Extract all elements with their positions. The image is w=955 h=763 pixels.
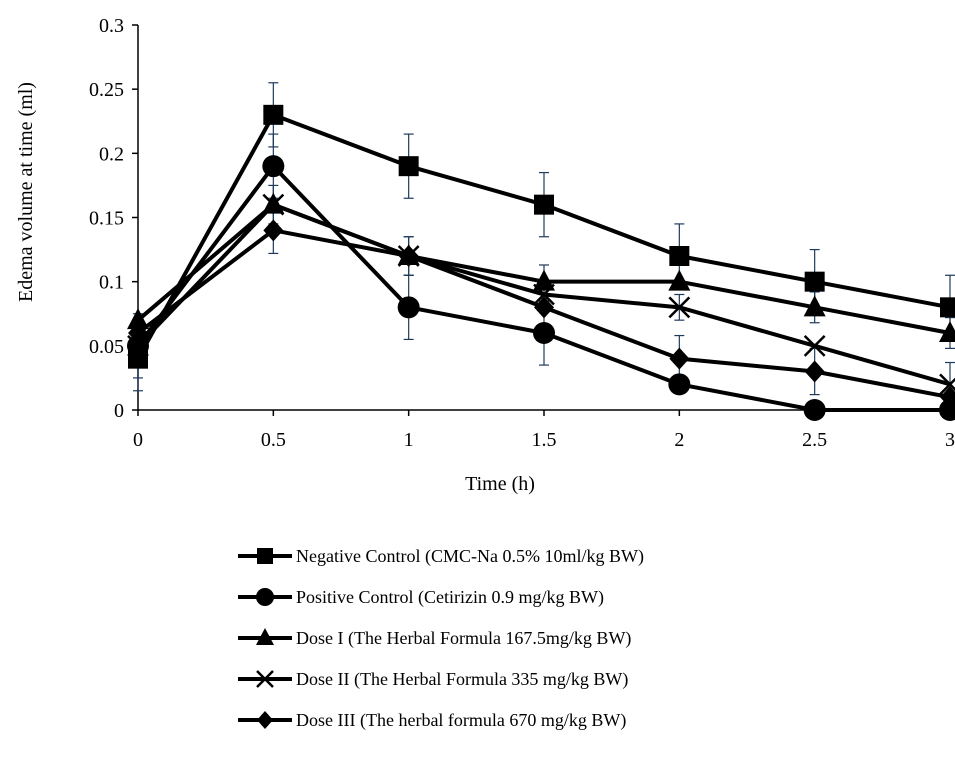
- marker-triangle: [803, 295, 826, 317]
- marker-diamond: [263, 219, 284, 242]
- marker-circle: [262, 155, 285, 178]
- x-tick-label: 0: [133, 429, 143, 451]
- x-tick-label: 1: [404, 429, 414, 451]
- legend-label: Negative Control (CMC-Na 0.5% 10ml/kg BW…: [296, 546, 644, 567]
- marker-diamond: [398, 245, 419, 267]
- marker-triangle: [127, 308, 149, 330]
- marker-x-stroke: [668, 296, 691, 319]
- series-3: [127, 193, 955, 396]
- series-4: [128, 219, 955, 409]
- y-tick-label: 0.3: [99, 15, 124, 37]
- marker-triangle: [256, 628, 274, 645]
- y-tick-label: 0.2: [99, 143, 124, 165]
- marker-diamond: [669, 347, 690, 370]
- y-tick-label: 0: [114, 400, 124, 422]
- x-tick-label: 0.5: [261, 429, 286, 451]
- x-axis-title: Time (h): [465, 473, 535, 495]
- x-tick-label: 1.5: [532, 429, 557, 451]
- marker-diamond: [804, 360, 825, 383]
- legend-label: Dose II (The Herbal Formula 335 mg/kg BW…: [296, 669, 628, 690]
- y-tick-label: 0.1: [99, 272, 124, 294]
- marker-triangle: [939, 321, 955, 342]
- marker-square: [398, 156, 419, 177]
- marker-circle: [533, 322, 555, 344]
- series-2: [127, 192, 955, 342]
- legend-item: Positive Control (Cetirizin 0.9 mg/kg BW…: [238, 587, 604, 608]
- y-tick-label: 0.25: [89, 79, 124, 101]
- marker-x-stroke: [803, 334, 826, 357]
- marker-diamond: [940, 386, 955, 409]
- marker-x-stroke: [533, 283, 555, 306]
- marker-square: [940, 297, 955, 318]
- legend-label: Dose III (The herbal formula 670 mg/kg B…: [296, 710, 626, 731]
- marker-circle: [803, 399, 826, 421]
- marker-square: [669, 246, 690, 266]
- marker-square: [263, 104, 284, 125]
- marker-circle: [397, 296, 420, 319]
- legend-item: Negative Control (CMC-Na 0.5% 10ml/kg BW…: [238, 546, 644, 567]
- x-tick-label: 3: [945, 429, 955, 451]
- marker-circle: [256, 588, 274, 606]
- marker-x-stroke: [262, 193, 285, 216]
- marker-x: [939, 373, 955, 396]
- legend-label: Positive Control (Cetirizin 0.9 mg/kg BW…: [296, 587, 604, 608]
- marker-x: [533, 283, 555, 306]
- marker-square: [257, 548, 273, 564]
- legend: Negative Control (CMC-Na 0.5% 10ml/kg BW…: [238, 546, 644, 731]
- marker-diamond: [128, 322, 148, 344]
- marker-x-stroke: [939, 377, 955, 396]
- x-tick-label: 2: [674, 429, 684, 451]
- legend-item: Dose I (The Herbal Formula 167.5mg/kg BW…: [238, 628, 631, 649]
- marker-x-stroke: [127, 334, 149, 357]
- marker-x-stroke: [256, 670, 274, 688]
- y-axis-title: Edema volume at time (ml): [15, 82, 37, 302]
- marker-x: [803, 334, 826, 357]
- marker-diamond: [257, 711, 273, 729]
- marker-triangle: [533, 269, 555, 291]
- x-tick-label: 2.5: [802, 429, 827, 451]
- marker-x: [256, 670, 274, 688]
- legend-label: Dose I (The Herbal Formula 167.5mg/kg BW…: [296, 628, 631, 649]
- plot-area: 0 0.05 0.1 0.15 0.2 0.25 0.3 0 0.5 1 1.5 2 2.5 3: [89, 15, 955, 451]
- marker-triangle: [668, 269, 691, 291]
- marker-square: [804, 271, 825, 292]
- legend-item: Dose II (The Herbal Formula 335 mg/kg BW…: [238, 669, 628, 690]
- legend-item: Dose III (The herbal formula 670 mg/kg B…: [238, 710, 626, 731]
- marker-square: [534, 194, 554, 215]
- marker-circle: [668, 373, 691, 396]
- marker-x: [127, 334, 149, 357]
- y-tick-label: 0.05: [89, 336, 124, 358]
- marker-x: [262, 193, 285, 216]
- y-tick-label: 0.15: [89, 208, 124, 230]
- marker-x: [668, 296, 691, 319]
- marker-diamond: [534, 296, 554, 319]
